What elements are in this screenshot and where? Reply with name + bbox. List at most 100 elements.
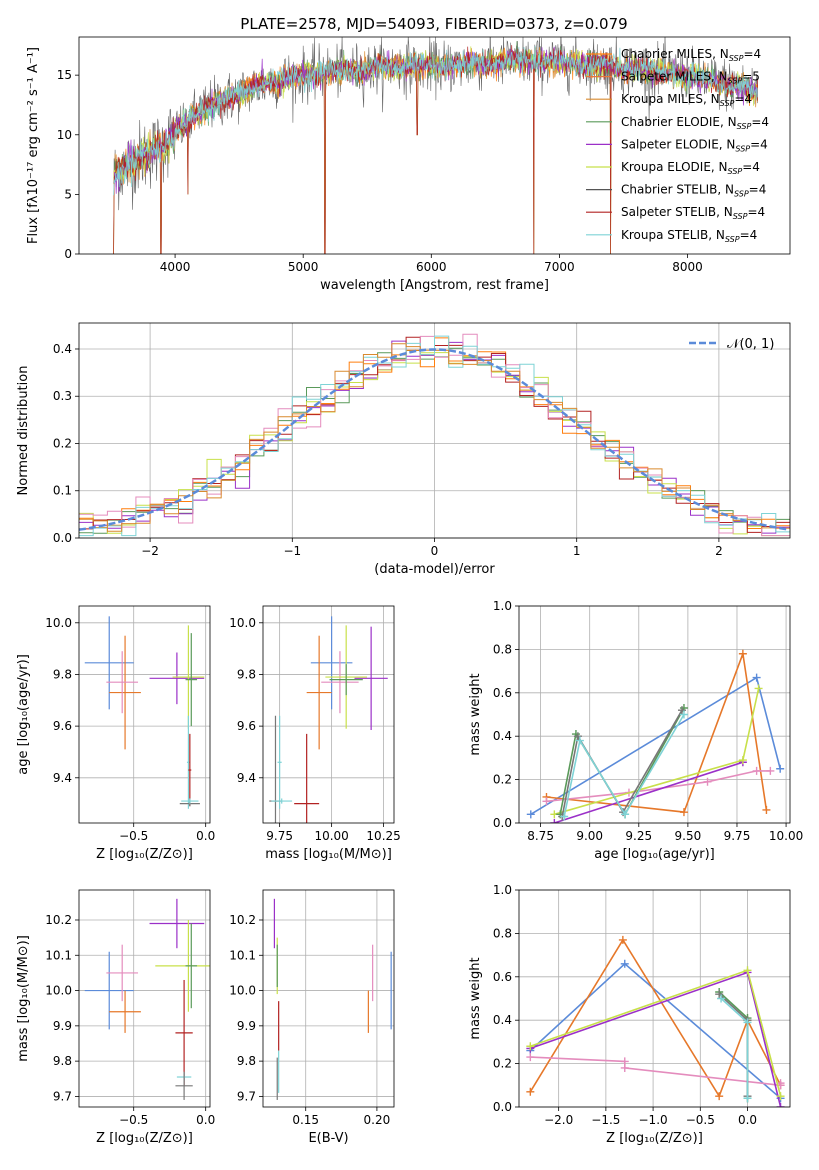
errorbar-point bbox=[84, 951, 134, 1030]
axes-frame bbox=[78, 605, 211, 824]
plot-area-age_vs_Z bbox=[84, 616, 205, 809]
x-axis-label: (data-model)/error bbox=[374, 562, 495, 577]
x-tick-label: 0.0 bbox=[196, 1113, 215, 1127]
legend-label: Chabrier STELIB, NSSP=4 bbox=[621, 183, 766, 199]
legend-label-sub: SSP bbox=[725, 235, 740, 244]
y-tick-label: 0 bbox=[64, 247, 72, 261]
x-axis-label: Z [log₁₀(Z/Z⊙)] bbox=[96, 847, 193, 862]
series-marker bbox=[703, 777, 712, 786]
errorbar-point bbox=[84, 616, 134, 710]
legend-label-text: Chabrier ELODIE, N bbox=[621, 115, 737, 129]
x-tick-label: 0 bbox=[431, 544, 439, 558]
errorbar-point bbox=[175, 979, 193, 1086]
y-tick-label: 15 bbox=[57, 68, 72, 82]
y-axis-label: mass weight bbox=[468, 957, 483, 1039]
y-tick-label: 10.1 bbox=[45, 948, 72, 962]
x-tick-label: −0.5 bbox=[119, 1113, 148, 1127]
x-tick-label: 1 bbox=[573, 544, 581, 558]
errorbar-point bbox=[106, 651, 139, 714]
x-tick-label: −0.5 bbox=[686, 1113, 715, 1127]
series-marker bbox=[715, 990, 724, 999]
plot-area-spectrum bbox=[113, 37, 759, 254]
histogram-pink bbox=[79, 333, 790, 537]
y-tick-label: 0.2 bbox=[493, 773, 512, 787]
y-tick-label: 5 bbox=[64, 187, 72, 201]
series-marker bbox=[776, 1103, 785, 1107]
legend-label: Salpeter MILES, NSSP=5 bbox=[621, 70, 760, 86]
errorbar-point bbox=[149, 898, 205, 949]
axes-frame bbox=[262, 889, 395, 1108]
errorbar-point bbox=[109, 635, 141, 750]
series-marker bbox=[677, 706, 686, 715]
series-line-orange bbox=[546, 653, 768, 813]
plot-area-residuals bbox=[79, 333, 790, 537]
legend-label: Kroupa MILES, NSSP=4 bbox=[621, 92, 752, 108]
panel-age_vs_mass: 9.75 10.00 10.25 9.4 9.6 9.8 10.0 mass [log₁₀(M… bbox=[229, 605, 401, 862]
errorbar-point bbox=[277, 715, 282, 809]
legend-label-text: Salpeter STELIB, N bbox=[621, 205, 733, 219]
series-marker bbox=[752, 673, 761, 682]
histogram-chabrier_elodie bbox=[79, 347, 790, 534]
series-marker bbox=[717, 994, 726, 1003]
spectrum-series-kroupa_stelib bbox=[113, 45, 759, 196]
y-tick-label: 9.8 bbox=[53, 1054, 72, 1068]
legend-label-suffix: =4 bbox=[747, 205, 765, 219]
series-marker bbox=[526, 810, 535, 819]
figure-title: PLATE=2578, MJD=54093, FIBERID=0373, z=0… bbox=[240, 15, 627, 33]
errorbar-point bbox=[109, 990, 141, 1033]
y-tick-label: 10.2 bbox=[229, 913, 256, 927]
y-tick-label: 9.4 bbox=[53, 771, 72, 785]
plot-area-weight_vs_age bbox=[526, 649, 785, 823]
series-marker bbox=[560, 812, 569, 821]
series-marker bbox=[752, 766, 761, 775]
y-tick-label: 10.1 bbox=[229, 948, 256, 962]
errorbar-point bbox=[310, 616, 353, 710]
x-tick-label: −1.5 bbox=[591, 1113, 620, 1127]
panel-age_vs_Z: −0.5 0.0 9.4 9.6 9.8 10.0 Z [log₁₀(Z/Z⊙)] age [… bbox=[16, 605, 215, 862]
x-axis-label: E(B-V) bbox=[308, 1131, 348, 1146]
y-tick-label: 9.8 bbox=[53, 667, 72, 681]
x-tick-label: 9.00 bbox=[576, 829, 603, 843]
y-tick-label: 9.6 bbox=[237, 719, 256, 733]
legend-label-suffix: =4 bbox=[742, 160, 760, 174]
legend-label-text: Kroupa STELIB, N bbox=[621, 228, 725, 242]
y-tick-label: 9.9 bbox=[53, 1019, 72, 1033]
series-marker bbox=[618, 935, 627, 944]
x-tick-label: −2 bbox=[141, 544, 159, 558]
y-axis-label: Normed distribution bbox=[16, 366, 31, 496]
legend-label: Chabrier ELODIE, NSSP=4 bbox=[621, 115, 769, 131]
x-tick-label: −0.5 bbox=[119, 829, 148, 843]
errorbar-point bbox=[106, 944, 139, 1002]
series-marker bbox=[715, 1092, 724, 1101]
errorbar-point bbox=[185, 633, 198, 727]
panel-residuals: −2 −1 0 1 2 0.0 0.1 0.2 0.3 0.4 (data-model)/error… bbox=[16, 322, 791, 577]
errorbar-point bbox=[172, 625, 205, 729]
errorbar-point bbox=[185, 923, 198, 1009]
series-marker bbox=[526, 1087, 535, 1096]
legend-label-sub: SSP bbox=[737, 122, 752, 131]
y-tick-label: 0.8 bbox=[493, 642, 512, 656]
legend-label-suffix: =5 bbox=[742, 70, 760, 84]
y-tick-label: 0.0 bbox=[53, 531, 72, 545]
y-tick-label: 9.9 bbox=[237, 1019, 256, 1033]
normal-curve bbox=[79, 348, 788, 531]
x-tick-label: 8000 bbox=[672, 260, 703, 274]
series-marker bbox=[679, 808, 688, 817]
y-tick-label: 0.4 bbox=[493, 1013, 512, 1027]
series-marker bbox=[754, 684, 763, 693]
y-tick-label: 9.6 bbox=[53, 719, 72, 733]
legend-label-text: Salpeter ELODIE, N bbox=[621, 137, 735, 151]
x-tick-label: 9.25 bbox=[625, 829, 652, 843]
x-axis-label: age [log₁₀(age/yr)] bbox=[594, 847, 715, 862]
y-tick-label: 0.2 bbox=[493, 1057, 512, 1071]
series-marker bbox=[766, 766, 775, 775]
plot-area-mass_vs_Z bbox=[84, 898, 210, 1100]
errorbar-point bbox=[271, 798, 293, 804]
y-tick-label: 0.6 bbox=[493, 686, 512, 700]
panel-spectrum: 4000 5000 6000 7000 8000 0 5 10 15 wavelength [An… bbox=[26, 36, 791, 293]
y-axis-label: mass [log₁₀(M/M⊙)] bbox=[16, 935, 31, 1062]
axes-frame bbox=[262, 605, 395, 824]
x-tick-label: 10.00 bbox=[769, 829, 803, 843]
series-marker bbox=[573, 732, 582, 741]
legend-label: Kroupa STELIB, NSSP=4 bbox=[621, 228, 757, 244]
